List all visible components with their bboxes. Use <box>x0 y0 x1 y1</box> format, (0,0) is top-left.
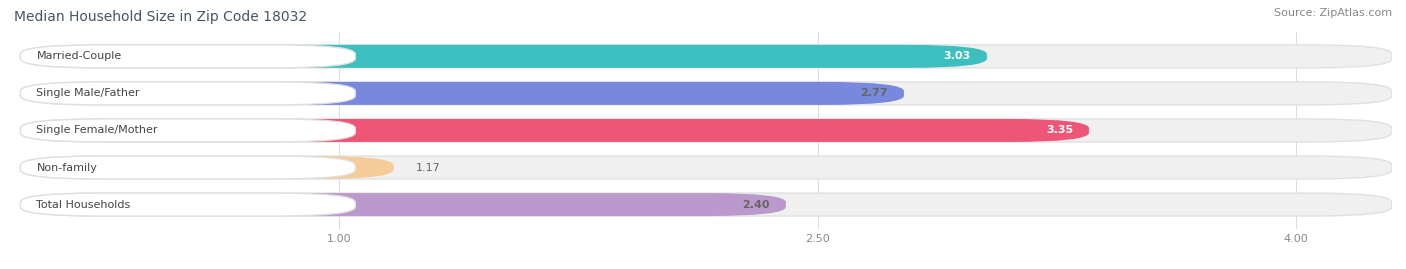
FancyBboxPatch shape <box>21 156 394 179</box>
Text: 2.77: 2.77 <box>860 89 889 98</box>
FancyBboxPatch shape <box>21 119 356 142</box>
FancyBboxPatch shape <box>21 156 356 179</box>
FancyBboxPatch shape <box>21 82 904 105</box>
FancyBboxPatch shape <box>21 82 356 105</box>
Text: 3.35: 3.35 <box>1046 125 1073 136</box>
FancyBboxPatch shape <box>21 119 1392 142</box>
FancyBboxPatch shape <box>21 193 1392 216</box>
Text: 3.03: 3.03 <box>943 51 972 61</box>
FancyBboxPatch shape <box>21 45 987 68</box>
Text: Single Female/Mother: Single Female/Mother <box>37 125 157 136</box>
Text: Median Household Size in Zip Code 18032: Median Household Size in Zip Code 18032 <box>14 10 307 24</box>
FancyBboxPatch shape <box>21 119 1088 142</box>
Text: Non-family: Non-family <box>37 162 97 172</box>
FancyBboxPatch shape <box>21 156 1392 179</box>
FancyBboxPatch shape <box>21 45 356 68</box>
Text: 2.40: 2.40 <box>742 200 770 210</box>
Text: Source: ZipAtlas.com: Source: ZipAtlas.com <box>1274 8 1392 18</box>
FancyBboxPatch shape <box>21 193 356 216</box>
Text: Total Households: Total Households <box>37 200 131 210</box>
FancyBboxPatch shape <box>21 193 786 216</box>
Text: Married-Couple: Married-Couple <box>37 51 122 61</box>
Text: 1.17: 1.17 <box>416 162 440 172</box>
FancyBboxPatch shape <box>21 82 1392 105</box>
FancyBboxPatch shape <box>21 45 1392 68</box>
Text: Single Male/Father: Single Male/Father <box>37 89 139 98</box>
